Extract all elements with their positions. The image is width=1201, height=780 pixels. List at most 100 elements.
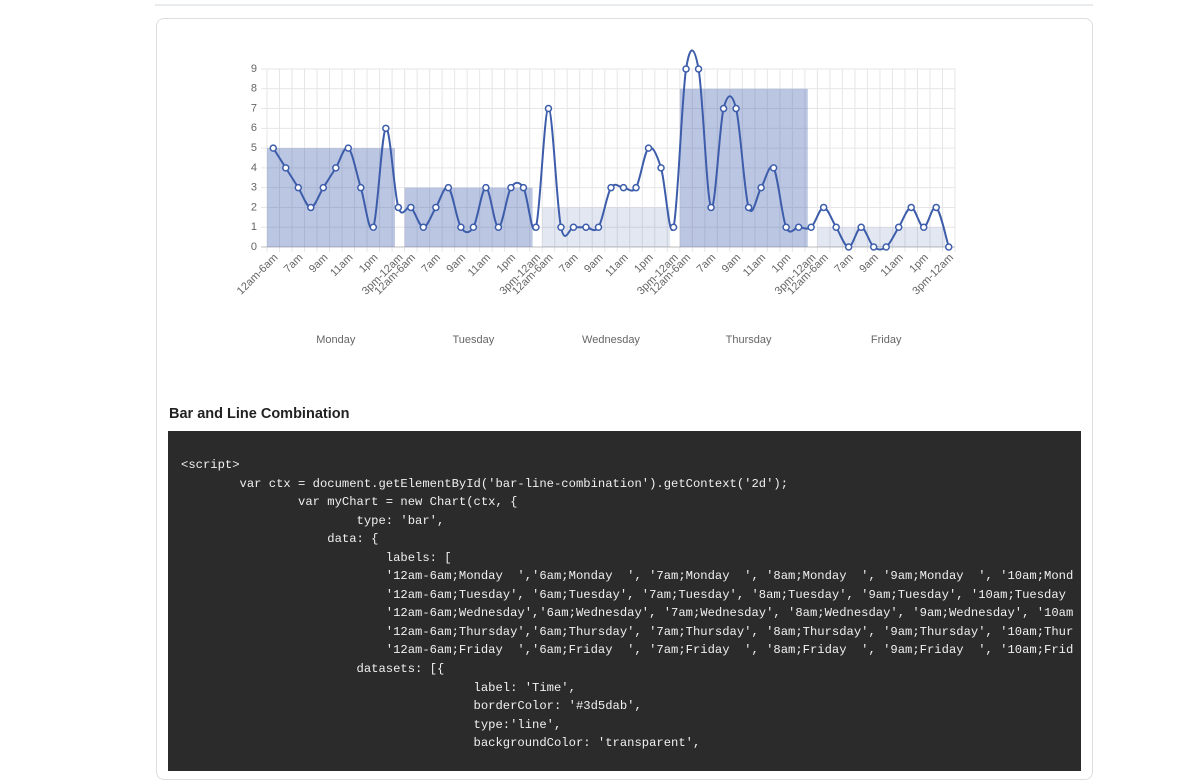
line-point — [294, 183, 303, 192]
line-point — [507, 183, 515, 192]
y-tick-label: 5 — [251, 142, 257, 154]
code-line: var myChart = new Chart(ctx, { — [181, 495, 518, 510]
x-tick-label: 11am — [879, 252, 906, 279]
line-point — [432, 203, 440, 212]
line-point — [457, 223, 465, 231]
y-tick-label: 3 — [251, 182, 257, 194]
line-point — [344, 144, 353, 152]
x-tick-label: 11am — [466, 252, 493, 279]
line-point — [719, 104, 728, 113]
line-point — [582, 223, 590, 231]
code-line: borderColor: '#3d5dab', — [181, 699, 642, 714]
line-point — [657, 164, 665, 172]
group-label: Wednesday — [582, 334, 640, 346]
code-line: '12am-6am;Friday ','6am;Friday ', '7am;F… — [181, 643, 1074, 658]
line-point — [744, 203, 753, 212]
line-point — [369, 223, 378, 231]
code-line: '12am-6am;Wednesday','6am;Wednesday', '7… — [181, 606, 1074, 621]
x-tick-label: 9am — [307, 252, 331, 276]
code-line: '12am-6am;Tuesday', '6am;Tuesday', '7am;… — [181, 587, 1066, 602]
x-tick-label: 12am-6am — [235, 252, 281, 298]
code-line: <script> — [181, 458, 240, 472]
line-point — [419, 223, 428, 231]
code-line: var ctx = document.getElementById('bar-l… — [181, 476, 789, 491]
line-point — [944, 243, 953, 251]
line-point — [819, 203, 828, 212]
line-point — [619, 183, 628, 192]
x-tick-label: 7am — [419, 252, 443, 276]
line-point — [694, 65, 703, 73]
group-label: Friday — [871, 334, 902, 346]
line-point — [732, 104, 740, 113]
x-tick-label: 7am — [832, 252, 856, 276]
code-line: datasets: [{ — [181, 662, 445, 677]
x-tick-label: 11am — [603, 252, 630, 279]
line-point — [607, 183, 615, 192]
line-point — [557, 223, 565, 231]
bar — [267, 148, 395, 247]
line-point — [857, 223, 865, 231]
line-point — [319, 183, 328, 192]
line-point — [832, 223, 840, 231]
line-point — [357, 183, 365, 192]
y-tick-label: 2 — [251, 201, 257, 213]
group-label: Thursday — [726, 334, 772, 346]
line-point — [307, 203, 315, 212]
line-point — [782, 223, 790, 231]
y-tick-label: 0 — [251, 241, 257, 253]
y-tick-label: 9 — [251, 63, 257, 75]
x-tick-label: 11am — [741, 252, 768, 279]
line-point — [757, 183, 765, 192]
code-block: <script> var ctx = document.getElementBy… — [168, 431, 1081, 771]
line-point — [469, 223, 478, 231]
line-point — [632, 183, 640, 192]
x-tick-label: 7am — [557, 252, 581, 276]
y-tick-label: 6 — [251, 122, 257, 134]
code-line: data: { — [181, 532, 379, 547]
line-point — [932, 203, 940, 212]
bar — [817, 227, 946, 247]
line-point — [882, 243, 890, 251]
line-point — [532, 223, 540, 231]
group-label: Tuesday — [453, 334, 495, 346]
line-point — [669, 223, 678, 231]
y-tick-label: 7 — [251, 102, 257, 114]
line-point — [919, 223, 928, 231]
line-point — [894, 223, 903, 231]
line-point — [594, 223, 603, 231]
line-point — [569, 223, 578, 231]
line-point — [482, 183, 490, 192]
line-point — [382, 124, 390, 133]
line-point — [807, 223, 815, 231]
x-tick-label: 7am — [282, 252, 306, 276]
section-title: Bar and Line Combination — [169, 406, 350, 422]
code-line: type:'line', — [181, 717, 562, 732]
x-tick-label: 11am — [328, 252, 355, 279]
chart: 0 1 2 3 4 5 6 7 8 9 Monday Tuesday Wednesday Thursday… — [235, 49, 956, 346]
line-point — [682, 65, 690, 73]
code-line: '12am-6am;Monday ','6am;Monday ', '7am;M… — [181, 569, 1074, 584]
line-point — [494, 223, 503, 231]
x-tick-label: 7am — [695, 252, 719, 276]
group-label: Monday — [316, 334, 356, 346]
y-tick-label: 8 — [251, 83, 257, 95]
line-point — [794, 223, 803, 231]
line-point — [394, 203, 403, 212]
line-point — [282, 164, 290, 172]
x-tick-label: 9am — [582, 252, 606, 276]
code-line: type: 'bar', — [181, 513, 445, 528]
page: 0 1 2 3 4 5 6 7 8 9 Monday Tuesday Wednesday Thursday… — [155, 4, 1093, 780]
line-point — [269, 144, 278, 152]
line-point — [644, 144, 653, 152]
line-point — [332, 164, 340, 172]
code-line: label: 'Time', — [181, 680, 576, 695]
x-tick-label: 9am — [444, 252, 468, 276]
line-point — [769, 164, 778, 172]
line-point — [907, 203, 915, 212]
y-tick-label: 1 — [251, 221, 257, 233]
line-point — [544, 104, 553, 113]
line-point — [844, 243, 853, 251]
divider — [155, 4, 1093, 6]
line-point — [519, 183, 528, 192]
code-line: backgroundColor: 'transparent', — [181, 736, 701, 751]
